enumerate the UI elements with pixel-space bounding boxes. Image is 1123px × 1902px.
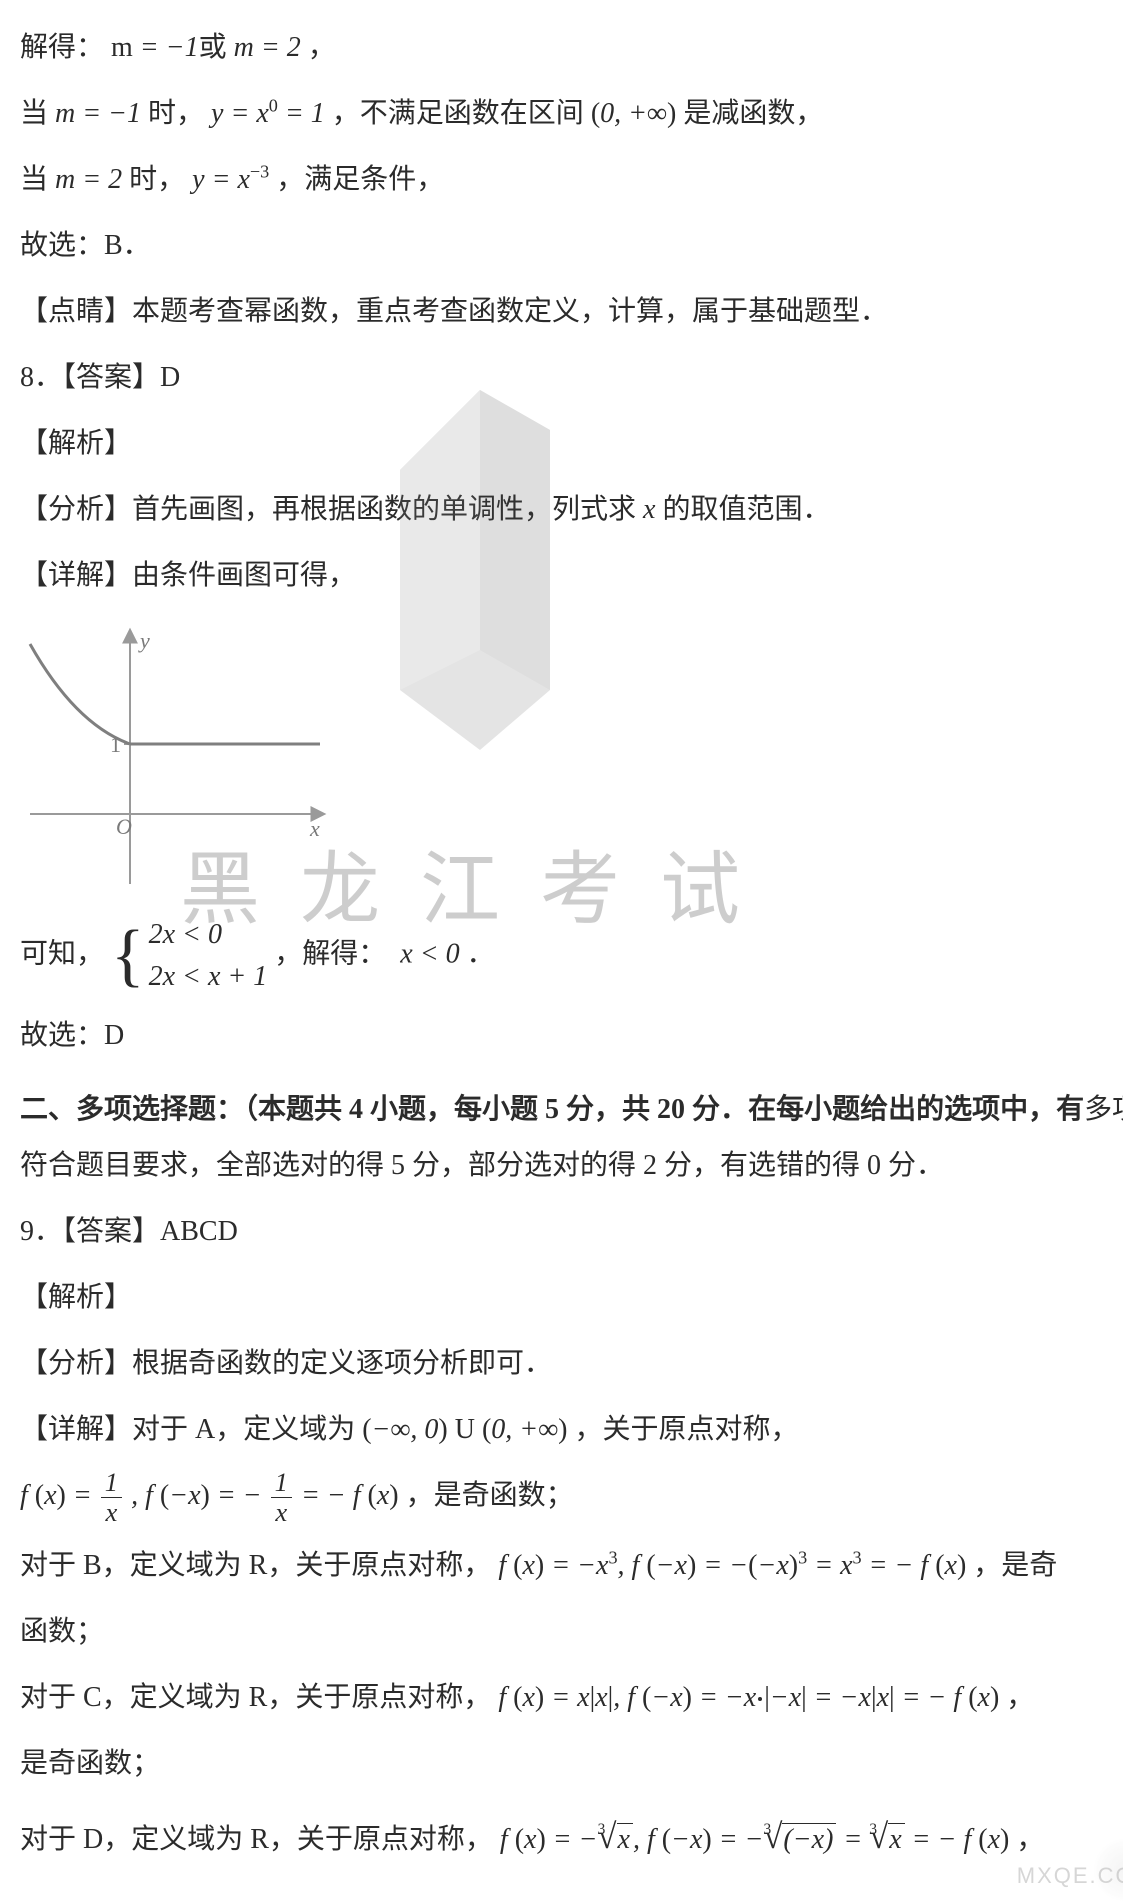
txt: 时，	[129, 164, 185, 195]
q9-A-eq: f (x) = 1x , f (−x) = − 1x = − f (x) ，是奇…	[20, 1468, 1123, 1528]
txt: 对于 D，定义域为 R，关于原点对称，	[20, 1824, 493, 1855]
exp: 3	[853, 1547, 862, 1567]
eq: f (x) = x|x|, f (−x) = −x|−x| = −x|x| = …	[498, 1682, 1006, 1713]
section-2-header: 二、多项选择题：（本题共 4 小题，每小题 5 分，共 20 分．在每小题给出的…	[20, 1082, 1123, 1194]
txt: 是减函数，	[683, 98, 823, 129]
exp: 3	[798, 1547, 807, 1567]
txt: ，是奇	[973, 1550, 1057, 1581]
radicand: (−x)	[782, 1823, 836, 1855]
q9-B-cont: 函数；	[20, 1604, 1123, 1660]
txt: 可知，	[20, 938, 104, 969]
q9-fenxi: 【分析】根据奇函数的定义逐项分析即可．	[20, 1336, 1123, 1392]
interval: (0, +∞)	[591, 98, 677, 129]
num: 1	[271, 1468, 292, 1498]
brace-system: { 2x < 0 2x < x + 1	[111, 914, 267, 998]
q8-xiangjie: 【详解】由条件画图可得，	[20, 548, 1123, 604]
radicand: x	[617, 1823, 633, 1855]
txt: ，是奇函数；	[406, 1480, 574, 1511]
math: y = x0 = 1	[211, 98, 325, 129]
eq: f (x) = 1x , f (−x) = − 1x = − f (x)	[20, 1480, 406, 1511]
txt: 时，	[148, 98, 204, 129]
q8-fenxi: 【分析】首先画图，再根据函数的单调性，列式求 x 的取值范围．	[20, 482, 1123, 538]
y-axis-label: y	[138, 628, 150, 653]
line-dianjing: 【点睛】本题考查幂函数，重点考查函数定义，计算，属于基础题型．	[20, 284, 1123, 340]
q9-D: 对于 D，定义域为 R，关于原点对称， f (x) = −3√x, f (−x)…	[20, 1802, 1123, 1872]
decreasing-branch	[30, 644, 130, 744]
num: 1	[101, 1468, 122, 1498]
txt: ，关于原点对称，	[574, 1414, 798, 1445]
txt: 解得：	[20, 32, 104, 63]
sys-row-1: 2x < 0	[149, 914, 268, 956]
txt: 【详解】对于 A，定义域为	[20, 1414, 355, 1445]
txt: 对于 C，定义域为 R，关于原点对称，	[20, 1682, 491, 1713]
origin-label: O	[116, 814, 132, 839]
txt: ，满足条件，	[276, 164, 444, 195]
eq: f (x) = −3√x, f (−x) = −3√(−x) = 3√x = −…	[500, 1824, 1044, 1855]
den: x	[101, 1498, 122, 1527]
sol: x < 0 ．	[393, 938, 494, 969]
line-solve: 解得： m = −1或 m = 2 ，	[20, 20, 1123, 76]
math: m = −1或 m = 2 ，	[111, 32, 336, 63]
line-choice-d: 故选：D	[20, 1008, 1123, 1064]
txt: 对于 B，定义域为 R，关于原点对称，	[20, 1550, 491, 1581]
line-case-m-2: 当 m = 2 时， y = x−3 ，满足条件，	[20, 152, 1123, 208]
txt: 当	[20, 98, 55, 129]
exp: 3	[608, 1547, 617, 1567]
eq: f (x) = −x3, f (−x) = −(−x)3 = x3 = − f …	[498, 1550, 973, 1581]
math: m = 2	[55, 164, 122, 195]
txt: ，不满足函数在区间	[332, 98, 584, 129]
q9-jiexi: 【解析】	[20, 1270, 1123, 1326]
piecewise-graph: O x y 1	[20, 614, 340, 904]
q8-jiexi: 【解析】	[20, 416, 1123, 472]
q9-answer: 9．【答案】ABCD	[20, 1204, 1123, 1260]
line-case-m-neg1: 当 m = −1 时， y = x0 = 1 ，不满足函数在区间 (0, +∞)…	[20, 86, 1123, 142]
line-system: 可知， { 2x < 0 2x < x + 1 ，解得： x < 0 ．	[20, 914, 1123, 998]
txt: ，	[1006, 1682, 1034, 1713]
q9-A-domain: 【详解】对于 A，定义域为 (−∞, 0) U (0, +∞) ，关于原点对称，	[20, 1402, 1123, 1458]
q9-C-cont: 是奇函数；	[20, 1736, 1123, 1792]
txt: ，解得：	[274, 938, 386, 969]
q9-C: 对于 C，定义域为 R，关于原点对称， f (x) = x|x|, f (−x)…	[20, 1670, 1123, 1726]
sys-row-2: 2x < x + 1	[149, 956, 268, 998]
den: x	[271, 1498, 292, 1527]
line-choice-b: 故选：B．	[20, 218, 1123, 274]
interval: (−∞, 0) U (0, +∞)	[362, 1414, 567, 1445]
exp: 0	[269, 96, 278, 116]
txt: 当	[20, 164, 55, 195]
math: m = −1	[55, 98, 141, 129]
x-axis-label: x	[309, 816, 320, 841]
q8-answer: 8．【答案】D	[20, 350, 1123, 406]
exp: −3	[250, 162, 269, 182]
radicand: x	[888, 1823, 904, 1855]
math: y = x−3	[192, 164, 269, 195]
q9-B: 对于 B，定义域为 R，关于原点对称， f (x) = −x3, f (−x) …	[20, 1538, 1123, 1594]
